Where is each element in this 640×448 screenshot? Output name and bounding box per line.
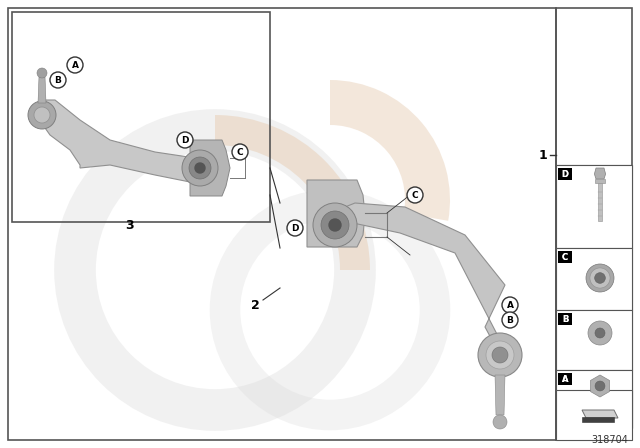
Circle shape	[407, 187, 423, 203]
Circle shape	[502, 297, 518, 313]
Text: D: D	[561, 169, 568, 178]
Circle shape	[595, 328, 605, 338]
Bar	[558, 313, 572, 325]
Text: 318704: 318704	[591, 435, 628, 445]
Circle shape	[595, 273, 605, 283]
Polygon shape	[190, 140, 230, 196]
Circle shape	[232, 144, 248, 160]
Bar	[595, 179, 605, 183]
Circle shape	[182, 150, 218, 186]
Polygon shape	[591, 375, 609, 397]
Text: B: B	[562, 314, 568, 323]
Text: C: C	[562, 253, 568, 262]
Bar	[558, 251, 572, 263]
Bar	[556, 310, 632, 370]
Polygon shape	[345, 203, 505, 360]
Circle shape	[34, 107, 50, 123]
Circle shape	[189, 157, 211, 179]
Bar	[556, 165, 632, 248]
Bar	[556, 248, 632, 310]
Bar	[582, 417, 614, 422]
Circle shape	[478, 333, 522, 377]
Wedge shape	[215, 115, 370, 270]
Circle shape	[313, 203, 357, 247]
Polygon shape	[35, 100, 220, 185]
Text: C: C	[562, 253, 568, 262]
Circle shape	[195, 163, 205, 173]
Bar	[558, 168, 572, 180]
Circle shape	[67, 57, 83, 73]
Text: 1: 1	[538, 148, 547, 161]
Circle shape	[177, 132, 193, 148]
Bar	[8, 8, 556, 440]
Circle shape	[595, 381, 605, 391]
Text: A: A	[72, 60, 79, 69]
Wedge shape	[330, 80, 450, 221]
Circle shape	[28, 101, 56, 129]
Polygon shape	[582, 410, 618, 418]
Circle shape	[492, 347, 508, 363]
Bar	[12, 12, 270, 222]
Text: D: D	[181, 135, 189, 145]
Circle shape	[50, 72, 66, 88]
Circle shape	[37, 68, 47, 78]
Bar	[556, 310, 632, 370]
Circle shape	[590, 268, 610, 288]
Bar	[598, 183, 602, 221]
Text: C: C	[412, 190, 419, 199]
Circle shape	[329, 219, 341, 231]
Polygon shape	[495, 375, 505, 415]
Circle shape	[586, 264, 614, 292]
Text: B: B	[54, 76, 61, 85]
Text: 3: 3	[125, 219, 134, 232]
Bar	[558, 373, 572, 385]
Bar	[556, 390, 632, 440]
Bar	[556, 370, 632, 428]
Text: A: A	[562, 375, 568, 383]
Text: 2: 2	[251, 298, 259, 311]
Circle shape	[321, 211, 349, 239]
Circle shape	[287, 220, 303, 236]
Bar	[556, 165, 632, 248]
Polygon shape	[307, 180, 365, 247]
Bar	[556, 8, 632, 440]
Text: C: C	[237, 147, 243, 156]
Polygon shape	[595, 168, 605, 179]
Text: B: B	[507, 315, 513, 324]
Bar	[558, 168, 572, 180]
Circle shape	[588, 321, 612, 345]
Text: D: D	[291, 224, 299, 233]
Polygon shape	[38, 77, 46, 103]
Bar	[556, 248, 632, 310]
Bar	[558, 373, 572, 385]
Bar	[558, 313, 572, 325]
Circle shape	[486, 341, 514, 369]
Text: B: B	[562, 314, 568, 323]
Bar	[558, 251, 572, 263]
Circle shape	[493, 415, 507, 429]
Circle shape	[502, 312, 518, 328]
Text: A: A	[562, 375, 568, 383]
Text: D: D	[561, 169, 568, 178]
Text: A: A	[506, 301, 513, 310]
Bar	[556, 370, 632, 428]
